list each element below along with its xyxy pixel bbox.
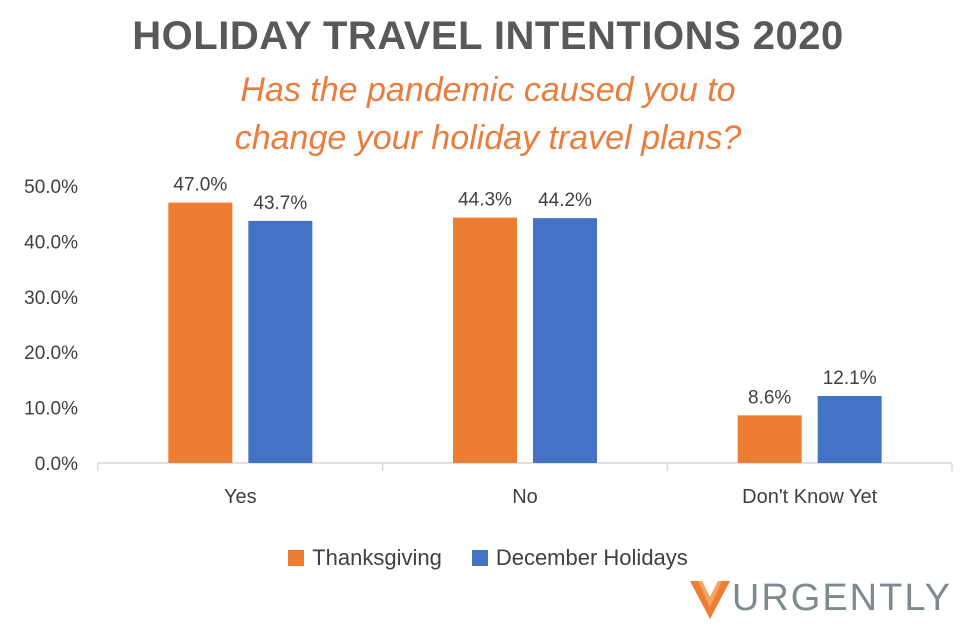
y-tick-label: 20.0% <box>24 343 78 364</box>
chart-subtitle: Has the pandemic caused you to change yo… <box>234 71 742 157</box>
bar-thanksgiving <box>453 217 517 463</box>
data-label: 8.6% <box>748 387 791 408</box>
x-tick-label: Don't Know Yet <box>742 486 877 508</box>
legend: Thanksgiving December Holidays <box>0 545 976 571</box>
urgently-chevron-logo-icon <box>689 581 730 619</box>
legend-label-december-holidays: December Holidays <box>495 545 688 570</box>
bar-december-holidays <box>817 395 882 463</box>
urgently-logo: URGENTLY <box>688 575 952 621</box>
logo-text: URGENTLY <box>731 576 952 619</box>
y-tick-label: 30.0% <box>24 288 78 309</box>
data-label: 12.1% <box>823 368 877 389</box>
y-tick-label: 0.0% <box>35 454 78 475</box>
y-tick-label: 50.0% <box>24 177 78 198</box>
bar-thanksgiving <box>168 202 233 463</box>
bar-december-holidays <box>533 218 597 463</box>
data-label: 44.3% <box>458 190 512 211</box>
data-label: 43.7% <box>253 193 307 214</box>
legend-swatch-december-holidays <box>471 550 488 566</box>
legend-item-december-holidays: December Holidays <box>471 545 688 571</box>
y-tick-label: 40.0% <box>24 232 78 253</box>
legend-swatch-thanksgiving <box>288 550 305 566</box>
y-tick-label: 10.0% <box>24 399 78 420</box>
chart-title: HOLIDAY TRAVEL INTENTIONS 2020 <box>132 14 844 58</box>
data-label: 47.0% <box>173 175 227 196</box>
bar-december-holidays <box>248 220 313 463</box>
data-label: 44.2% <box>538 190 592 211</box>
bar-thanksgiving <box>737 415 802 463</box>
legend-item-thanksgiving: Thanksgiving <box>288 545 442 571</box>
x-tick-label: Yes <box>224 486 257 508</box>
legend-label-thanksgiving: Thanksgiving <box>312 545 442 570</box>
x-tick-label: No <box>512 486 538 508</box>
